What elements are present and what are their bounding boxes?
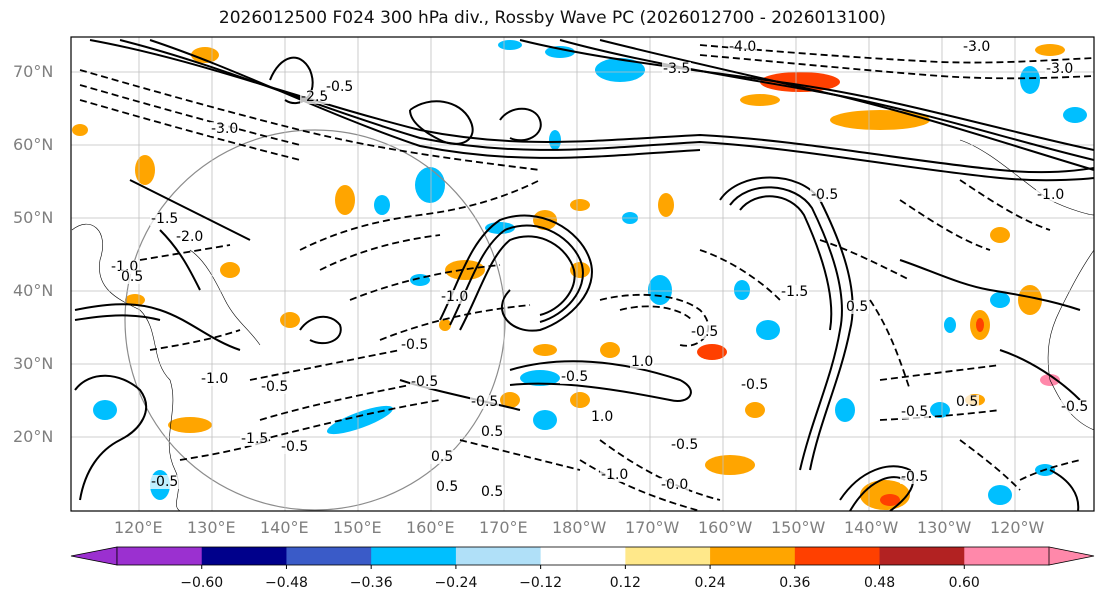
lon-label: 130°E: [187, 518, 236, 537]
contour-label: -1.5: [150, 211, 180, 227]
contour-label: -0.5: [325, 79, 355, 95]
reference-circle: [124, 129, 506, 511]
lon-label: 120°W: [990, 518, 1045, 537]
contour-label: 0.5: [120, 269, 145, 285]
colorbar-tick-label: 0.24: [694, 575, 726, 591]
contour-label: -0.5: [670, 437, 700, 453]
contour-label: -0.5: [410, 374, 440, 390]
contour-label: 1.0: [630, 354, 655, 370]
contour-label: -0.5: [740, 377, 770, 393]
map-frame: [70, 36, 1095, 512]
contour-label: 1.0: [590, 409, 615, 425]
colorbar-tick-label: 0.36: [779, 575, 811, 591]
contour-label: -1.5: [240, 431, 270, 447]
contour-label: -0.5: [280, 439, 310, 455]
contour-label: 0.5: [480, 484, 505, 500]
contour-label: -3.0: [210, 121, 240, 137]
colorbar-segment: [117, 547, 203, 565]
contour-label: -0.5: [400, 337, 430, 353]
colorbar-segment: [201, 547, 287, 565]
colorbar: [70, 546, 1095, 569]
lon-label: 180°W: [552, 518, 607, 537]
colorbar-frame: [116, 546, 1050, 566]
colorbar-segment: [879, 547, 965, 565]
lon-label: 140°W: [844, 518, 899, 537]
colorbar-tick-label: −0.60: [180, 575, 224, 591]
lon-label: 130°W: [917, 518, 972, 537]
contour-label: -1.5: [780, 284, 810, 300]
lat-label: 70°N: [13, 62, 54, 81]
lon-label: 160°E: [406, 518, 455, 537]
contour-label: -4.0: [728, 39, 758, 55]
map-title: 2026012500 F024 300 hPa div., Rossby Wav…: [218, 8, 887, 28]
gridlines: [71, 37, 1094, 511]
colorbar-extend-min: [70, 546, 118, 566]
colorbar-segment: [794, 547, 881, 565]
lon-label: 160°W: [698, 518, 753, 537]
colorbar-segment: [371, 547, 457, 565]
contour-label: -0.5: [1060, 399, 1090, 415]
colorbar-tick-label: 0.60: [948, 575, 980, 591]
contour-label: -2.5: [300, 89, 330, 105]
colorbar-segment: [710, 547, 796, 565]
colorbar-segment: [286, 547, 372, 565]
lat-label: 50°N: [13, 208, 54, 227]
colorbar-tick-label: 0.48: [863, 575, 896, 591]
contour-label: -1.0: [1036, 187, 1066, 203]
contour-label: 0.5: [955, 394, 980, 410]
lat-label: 40°N: [13, 281, 54, 300]
contour-label: 0.5: [480, 424, 505, 440]
contour-label: -0.5: [260, 379, 290, 395]
contour-label: -0.5: [560, 369, 590, 385]
colorbar-segment: [540, 547, 626, 565]
colorbar-segment: [455, 547, 542, 565]
lon-label: 120°E: [114, 518, 163, 537]
contour-label: -3.5: [662, 61, 692, 77]
lon-label: 140°E: [260, 518, 309, 537]
contour-label: -3.0: [1045, 61, 1075, 77]
colorbar-tick-label: −0.24: [434, 575, 478, 591]
colorbar-tick-label: 0.12: [609, 575, 641, 591]
contour-label: -0.5: [690, 324, 720, 340]
colorbar-extend-max: [1048, 546, 1095, 566]
colorbar-segment: [964, 547, 1050, 565]
lon-label: 150°W: [771, 518, 826, 537]
lat-label: 60°N: [13, 135, 54, 154]
colorbar-tick-label: −0.48: [265, 575, 308, 591]
contour-label: -0.0: [660, 477, 690, 493]
contour-label: -3.0: [962, 39, 992, 55]
colorbar-tick-label: −0.36: [349, 575, 393, 591]
contour-label: -0.5: [900, 469, 930, 485]
colorbar-tick-label: −0.12: [519, 575, 563, 591]
contour-label: 0.5: [845, 299, 870, 315]
contour-label: -1.0: [200, 371, 230, 387]
contour-label: -0.5: [470, 394, 500, 410]
negative-contours: [79, 44, 1094, 511]
positive-contours: [74, 39, 1094, 511]
contour-label: 0.5: [435, 479, 460, 495]
contour-label: -1.0: [440, 289, 470, 305]
lat-label: 30°N: [13, 354, 54, 373]
contour-label: -0.5: [150, 474, 180, 490]
divergence-shading: [72, 40, 1087, 510]
contour-label: -0.5: [900, 404, 930, 420]
lat-label: 20°N: [13, 427, 54, 446]
lon-label: 170°E: [479, 518, 528, 537]
contour-label: 0.5: [430, 449, 455, 465]
contour-label: -2.0: [175, 229, 205, 245]
lon-label: 150°E: [333, 518, 382, 537]
contour-label: -0.5: [810, 187, 840, 203]
colorbar-segment: [625, 547, 711, 565]
contour-label: -1.0: [600, 467, 630, 483]
lon-label: 170°W: [625, 518, 680, 537]
